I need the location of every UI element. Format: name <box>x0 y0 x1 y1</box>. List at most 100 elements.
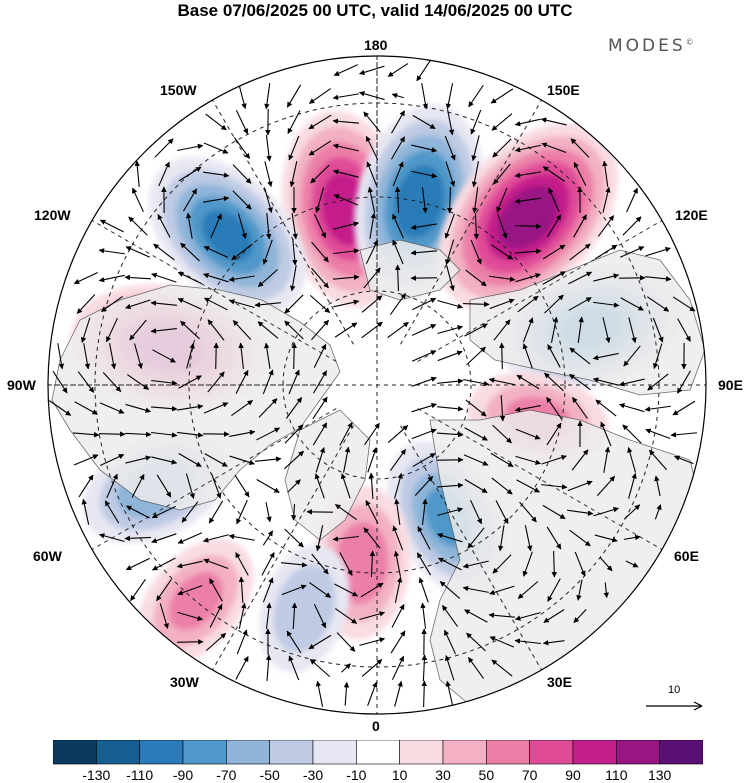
wind-arrow <box>284 450 304 470</box>
wind-arrow <box>464 478 488 494</box>
wind-arrow <box>98 248 125 255</box>
wind-arrow <box>360 582 384 598</box>
wind-arrow <box>442 604 458 627</box>
wind-arrow <box>592 377 619 386</box>
wind-arrow <box>444 135 456 161</box>
wind-arrow <box>437 557 462 571</box>
wind-arrow <box>394 264 401 292</box>
wind-arrow <box>468 84 484 108</box>
wind-arrow <box>602 317 611 344</box>
wind-arrow <box>177 431 204 438</box>
anomaly-contour <box>498 186 558 249</box>
wind-arrow <box>228 299 255 309</box>
wind-arrow <box>497 213 508 239</box>
wind-arrow <box>315 447 326 473</box>
colorbar-swatch <box>182 740 227 765</box>
wind-arrow <box>265 602 272 629</box>
wind-arrow <box>232 164 252 184</box>
anomaly-neg-20W <box>259 544 350 673</box>
wind-arrow <box>231 243 253 261</box>
wind-arrow <box>73 454 99 466</box>
wind-arrow <box>436 431 464 438</box>
colorbar-label: 130 <box>647 767 672 783</box>
wind-arrow <box>291 503 297 521</box>
colorbar-swatch <box>529 740 574 765</box>
wind-arrow <box>313 343 327 368</box>
colorbar-swatch <box>442 740 487 765</box>
wind-arrow <box>265 135 272 162</box>
wind-arrow <box>311 267 329 289</box>
wind-arrow <box>124 431 152 438</box>
reference-vector-arrow <box>646 701 703 711</box>
wind-arrow <box>98 274 125 283</box>
wind-arrow <box>492 424 512 444</box>
wind-arrow <box>366 161 378 187</box>
wind-arrow <box>177 403 204 411</box>
wind-arrow <box>203 402 229 414</box>
anomaly-pos-135E <box>438 123 618 312</box>
wind-arrow <box>437 325 464 335</box>
wind-arrow <box>439 581 461 599</box>
wind-arrow <box>180 320 200 340</box>
wind-arrow <box>544 372 564 392</box>
wind-arrow <box>542 244 566 260</box>
wind-arrow <box>256 479 280 493</box>
wind-arrow <box>444 629 456 655</box>
wind-arrow <box>333 299 360 308</box>
wind-arrow <box>100 296 123 312</box>
wind-arrow <box>391 655 405 680</box>
wind-arrow <box>465 399 487 417</box>
wind-arrow <box>387 63 409 77</box>
wind-arrow <box>541 142 567 154</box>
wind-arrow <box>257 268 279 288</box>
wind-arrow <box>339 422 353 446</box>
wind-arrow <box>314 473 325 499</box>
wind-arrow <box>618 378 645 387</box>
wind-arrow <box>542 271 566 285</box>
colorbar-label: 30 <box>435 767 451 783</box>
wind-arrow <box>341 663 351 673</box>
wind-arrow <box>674 455 694 465</box>
wind-arrow <box>445 239 455 266</box>
wind-arrow <box>264 83 271 110</box>
wind-arrow <box>421 83 429 110</box>
wind-arrow <box>333 274 360 281</box>
wind-arrow <box>445 161 456 187</box>
wind-arrow <box>493 163 511 185</box>
wind-arrow <box>262 239 273 265</box>
wind-arrow <box>178 453 202 467</box>
wind-arrow <box>343 446 351 473</box>
wind-arrow <box>281 584 307 596</box>
wind-arrow <box>514 612 541 621</box>
wind-arrow <box>285 397 303 419</box>
wind-arrow <box>57 343 65 370</box>
wind-arrow <box>151 533 177 544</box>
wind-arrow <box>48 400 72 416</box>
wind-arrow <box>411 376 437 387</box>
colorbar-label: -110 <box>126 767 154 783</box>
wind-arrow <box>209 578 223 602</box>
wind-arrow <box>177 143 204 152</box>
wind-arrow <box>257 321 279 339</box>
wind-arrow <box>127 374 150 390</box>
wind-arrow <box>569 347 591 365</box>
wind-arrow <box>596 475 616 497</box>
wind-arrow <box>233 137 251 160</box>
wind-arrow <box>262 369 274 395</box>
wind-arrow <box>416 552 432 576</box>
wind-arrow <box>445 83 454 110</box>
wind-arrow <box>332 169 359 178</box>
wind-arrow <box>390 630 406 654</box>
wind-arrow <box>364 422 380 445</box>
wind-arrow <box>411 170 438 179</box>
wind-arrow <box>514 405 541 413</box>
wind-arrow <box>334 583 359 597</box>
wind-arrow <box>308 140 332 156</box>
colorbar-label: 70 <box>521 767 538 783</box>
wind-arrow <box>367 186 376 213</box>
wind-arrow <box>670 432 697 438</box>
wind-arrow <box>134 160 140 187</box>
wind-arrow <box>546 526 562 550</box>
wind-arrow <box>262 530 274 546</box>
lon-label-150w: 150W <box>160 82 197 98</box>
